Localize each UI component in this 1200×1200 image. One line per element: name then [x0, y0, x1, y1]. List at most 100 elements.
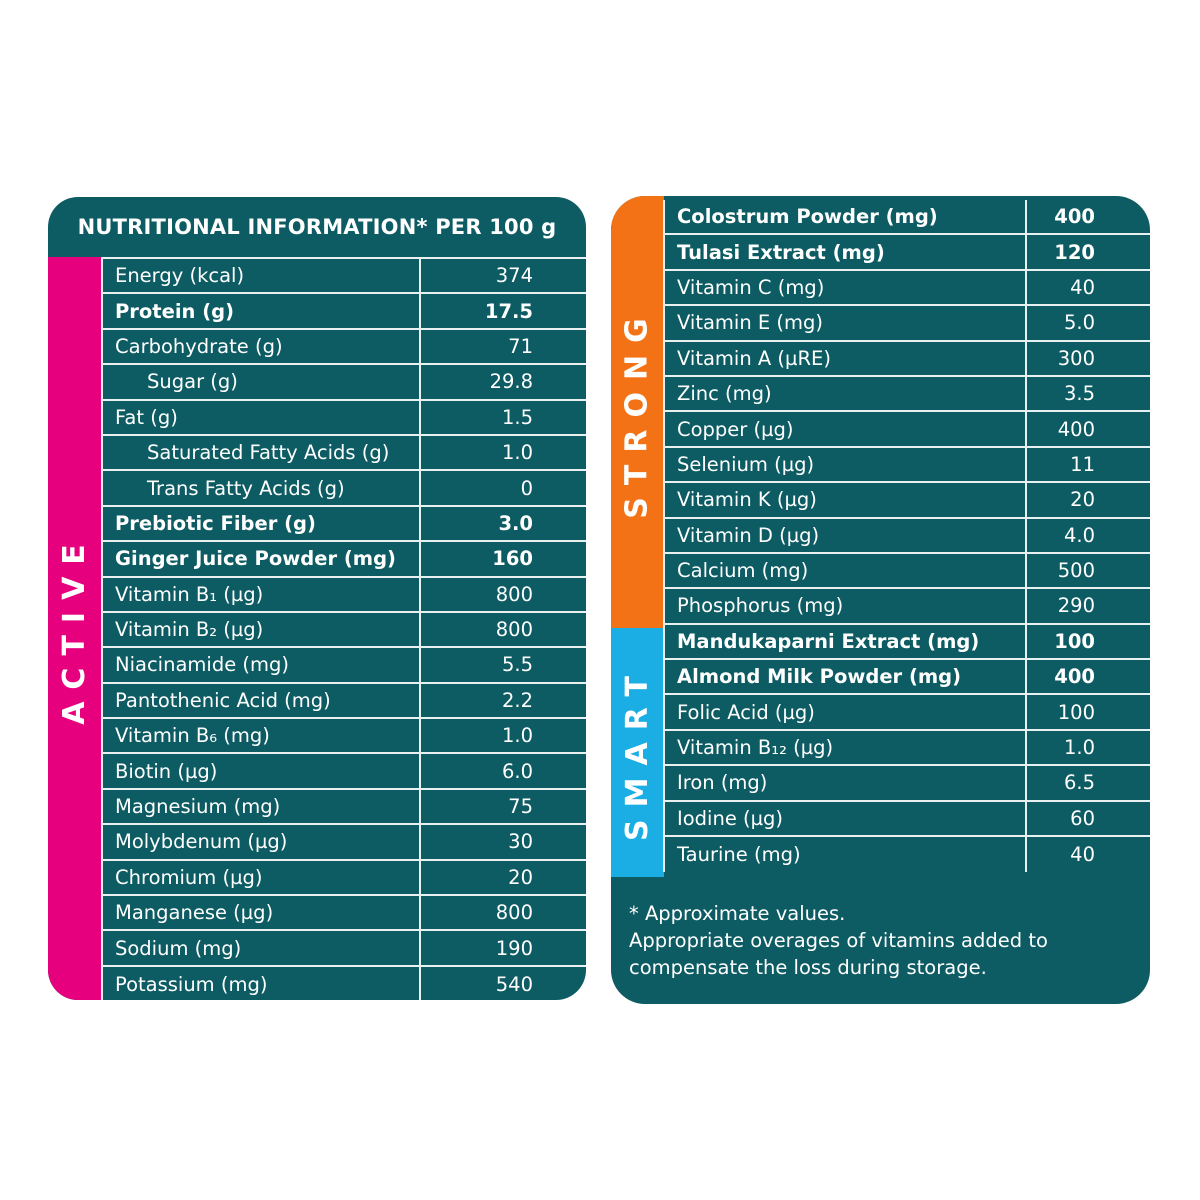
nutrient-name: Vitamin E (mg) — [677, 311, 824, 335]
nutrient-name: Magnesium (mg) — [115, 795, 281, 819]
nutrient-value: 190 — [419, 931, 586, 965]
nutrient-value: 400 — [1025, 660, 1150, 694]
nutrient-name: Vitamin K (µg) — [677, 488, 817, 512]
nutrient-name: Zinc (mg) — [677, 382, 772, 406]
nutrient-value: 160 — [419, 542, 586, 576]
table-row: Energy (kcal) 374 — [103, 259, 586, 295]
nutrient-name: Biotin (µg) — [115, 759, 218, 783]
table-row: Carbohydrate (g) 71 — [103, 329, 586, 366]
table-row: Vitamin A (µRE) 300 — [665, 341, 1150, 377]
nutrient-value: 1.5 — [419, 400, 586, 434]
nutrient-name: Selenium (µg) — [677, 452, 815, 476]
table-row: Tulasi Extract (mg) 120 — [665, 235, 1150, 271]
nutrient-value: 5.0 — [1025, 306, 1150, 340]
table-row: Vitamin E (mg) 5.0 — [665, 306, 1150, 342]
nutrient-name: Folic Acid (µg) — [677, 700, 815, 724]
nutrient-name: Molybdenum (µg) — [115, 830, 288, 854]
nutrient-value: 1.0 — [1025, 730, 1150, 765]
footnote-approximate: * Approximate values. — [629, 902, 846, 925]
nutrient-name: Energy (kcal) — [115, 264, 245, 288]
panel-title: NUTRITIONAL INFORMATION* PER 100 g — [77, 215, 557, 239]
nutrient-value: 30 — [419, 825, 586, 859]
nutrient-name: Vitamin C (mg) — [677, 275, 825, 299]
table-row: Zinc (mg) 3.5 — [665, 376, 1150, 413]
nutrient-value: 540 — [419, 966, 586, 1000]
table-row: Trans Fatty Acids (g) 0 — [103, 471, 586, 507]
table-row: Vitamin B₁ (µg) 800 — [103, 577, 586, 613]
nutrient-name: Prebiotic Fiber (g) — [115, 511, 316, 535]
table-row: Magnesium (mg) 75 — [103, 789, 586, 826]
nutrient-name: Potassium (mg) — [115, 973, 268, 996]
nutrient-value: 800 — [419, 577, 586, 611]
nutrient-name: Colostrum Powder (mg) — [677, 205, 938, 229]
nutrient-value: 3.0 — [419, 506, 586, 541]
table-row: Protein (g) 17.5 — [103, 294, 586, 330]
nutrient-name: Vitamin B₂ (µg) — [115, 618, 264, 642]
nutrient-name: Protein (g) — [115, 299, 234, 323]
nutrient-value: 4.0 — [1025, 518, 1150, 552]
nutrient-value: 800 — [419, 612, 586, 647]
nutrient-value: 20 — [1025, 483, 1150, 517]
nutrient-name: Manganese (µg) — [115, 901, 274, 925]
nutrient-name: Tulasi Extract (mg) — [677, 240, 885, 264]
nutrition-panel-right: STRONG SMART Colostrum Powder (mg) 400 Tul… — [611, 196, 1150, 1004]
nutrient-value: 500 — [1025, 553, 1150, 588]
nutrient-value: 2.2 — [419, 683, 586, 718]
nutrient-name: Trans Fatty Acids (g) — [147, 476, 345, 500]
nutrient-value: 11 — [1025, 447, 1150, 482]
table-row: Chromium (µg) 20 — [103, 860, 586, 897]
nutrient-value: 5.5 — [419, 648, 586, 682]
table-row: Almond Milk Powder (mg) 400 — [665, 660, 1150, 696]
nutrient-value: 75 — [419, 789, 586, 824]
nutrient-name: Phosphorus (mg) — [677, 594, 844, 618]
table-row: Saturated Fatty Acids (g) 1.0 — [103, 435, 586, 472]
nutrient-value: 6.5 — [1025, 766, 1150, 800]
table-row: Sodium (mg) 190 — [103, 931, 586, 967]
section-smart-label: SMART — [620, 664, 655, 841]
nutrient-value: 300 — [1025, 341, 1150, 375]
nutrient-value: 120 — [1025, 235, 1150, 269]
footnote: * Approximate values. Appropriate overag… — [629, 900, 1150, 981]
nutrient-value: 400 — [1025, 200, 1150, 234]
nutrient-name: Iron (mg) — [677, 771, 768, 795]
nutrient-name: Niacinamide (mg) — [115, 653, 289, 677]
table-row: Niacinamide (mg) 5.5 — [103, 648, 586, 684]
nutrient-value: 6.0 — [419, 754, 586, 788]
nutrient-value: 0 — [419, 471, 586, 505]
section-strong-label: STRONG — [620, 305, 655, 519]
table-row: Selenium (µg) 11 — [665, 447, 1150, 484]
nutrient-value: 1.0 — [419, 719, 586, 753]
table-row: Ginger Juice Powder (mg) 160 — [103, 542, 586, 578]
nutrient-name: Ginger Juice Powder (mg) — [115, 547, 396, 571]
section-smart-band: SMART — [611, 628, 664, 877]
nutrient-table-left: Energy (kcal) 374 Protein (g) 17.5 Carbohydr… — [101, 257, 586, 1000]
table-row: Iron (mg) 6.5 — [665, 766, 1150, 802]
table-row: Molybdenum (µg) 30 — [103, 825, 586, 861]
table-row: Potassium (mg) 540 — [103, 966, 586, 1000]
nutrient-value: 100 — [1025, 624, 1150, 659]
nutrient-name: Saturated Fatty Acids (g) — [147, 441, 390, 465]
nutrient-value: 29.8 — [419, 365, 586, 399]
nutrient-name: Chromium (µg) — [115, 865, 263, 889]
nutrient-name: Taurine (mg) — [677, 843, 801, 867]
table-row: Mandukaparni Extract (mg) 100 — [665, 624, 1150, 661]
nutrient-name: Vitamin B₁ (µg) — [115, 582, 264, 606]
table-row: Vitamin K (µg) 20 — [665, 483, 1150, 519]
section-strong-band: STRONG — [611, 196, 664, 628]
table-row: Vitamin D (µg) 4.0 — [665, 518, 1150, 554]
nutrient-name: Vitamin B₁₂ (µg) — [677, 736, 834, 760]
nutrient-name: Pantothenic Acid (mg) — [115, 688, 331, 712]
section-active-band: ACTIVE — [48, 257, 101, 1000]
nutrition-panel-left: NUTRITIONAL INFORMATION* PER 100 g ACTIV… — [48, 197, 586, 1000]
nutrient-name: Iodine (µg) — [677, 806, 784, 830]
nutrient-name: Vitamin D (µg) — [677, 523, 820, 547]
nutrient-value: 17.5 — [419, 294, 586, 328]
nutrient-value: 40 — [1025, 837, 1150, 873]
nutrient-value: 40 — [1025, 270, 1150, 305]
table-row: Vitamin B₁₂ (µg) 1.0 — [665, 730, 1150, 767]
footnote-overages: Appropriate overages of vitamins added t… — [629, 929, 1048, 979]
nutrient-value: 100 — [1025, 695, 1150, 729]
nutrient-name: Almond Milk Powder (mg) — [677, 665, 962, 689]
section-active-label: ACTIVE — [57, 532, 93, 725]
table-row: Fat (g) 1.5 — [103, 400, 586, 436]
